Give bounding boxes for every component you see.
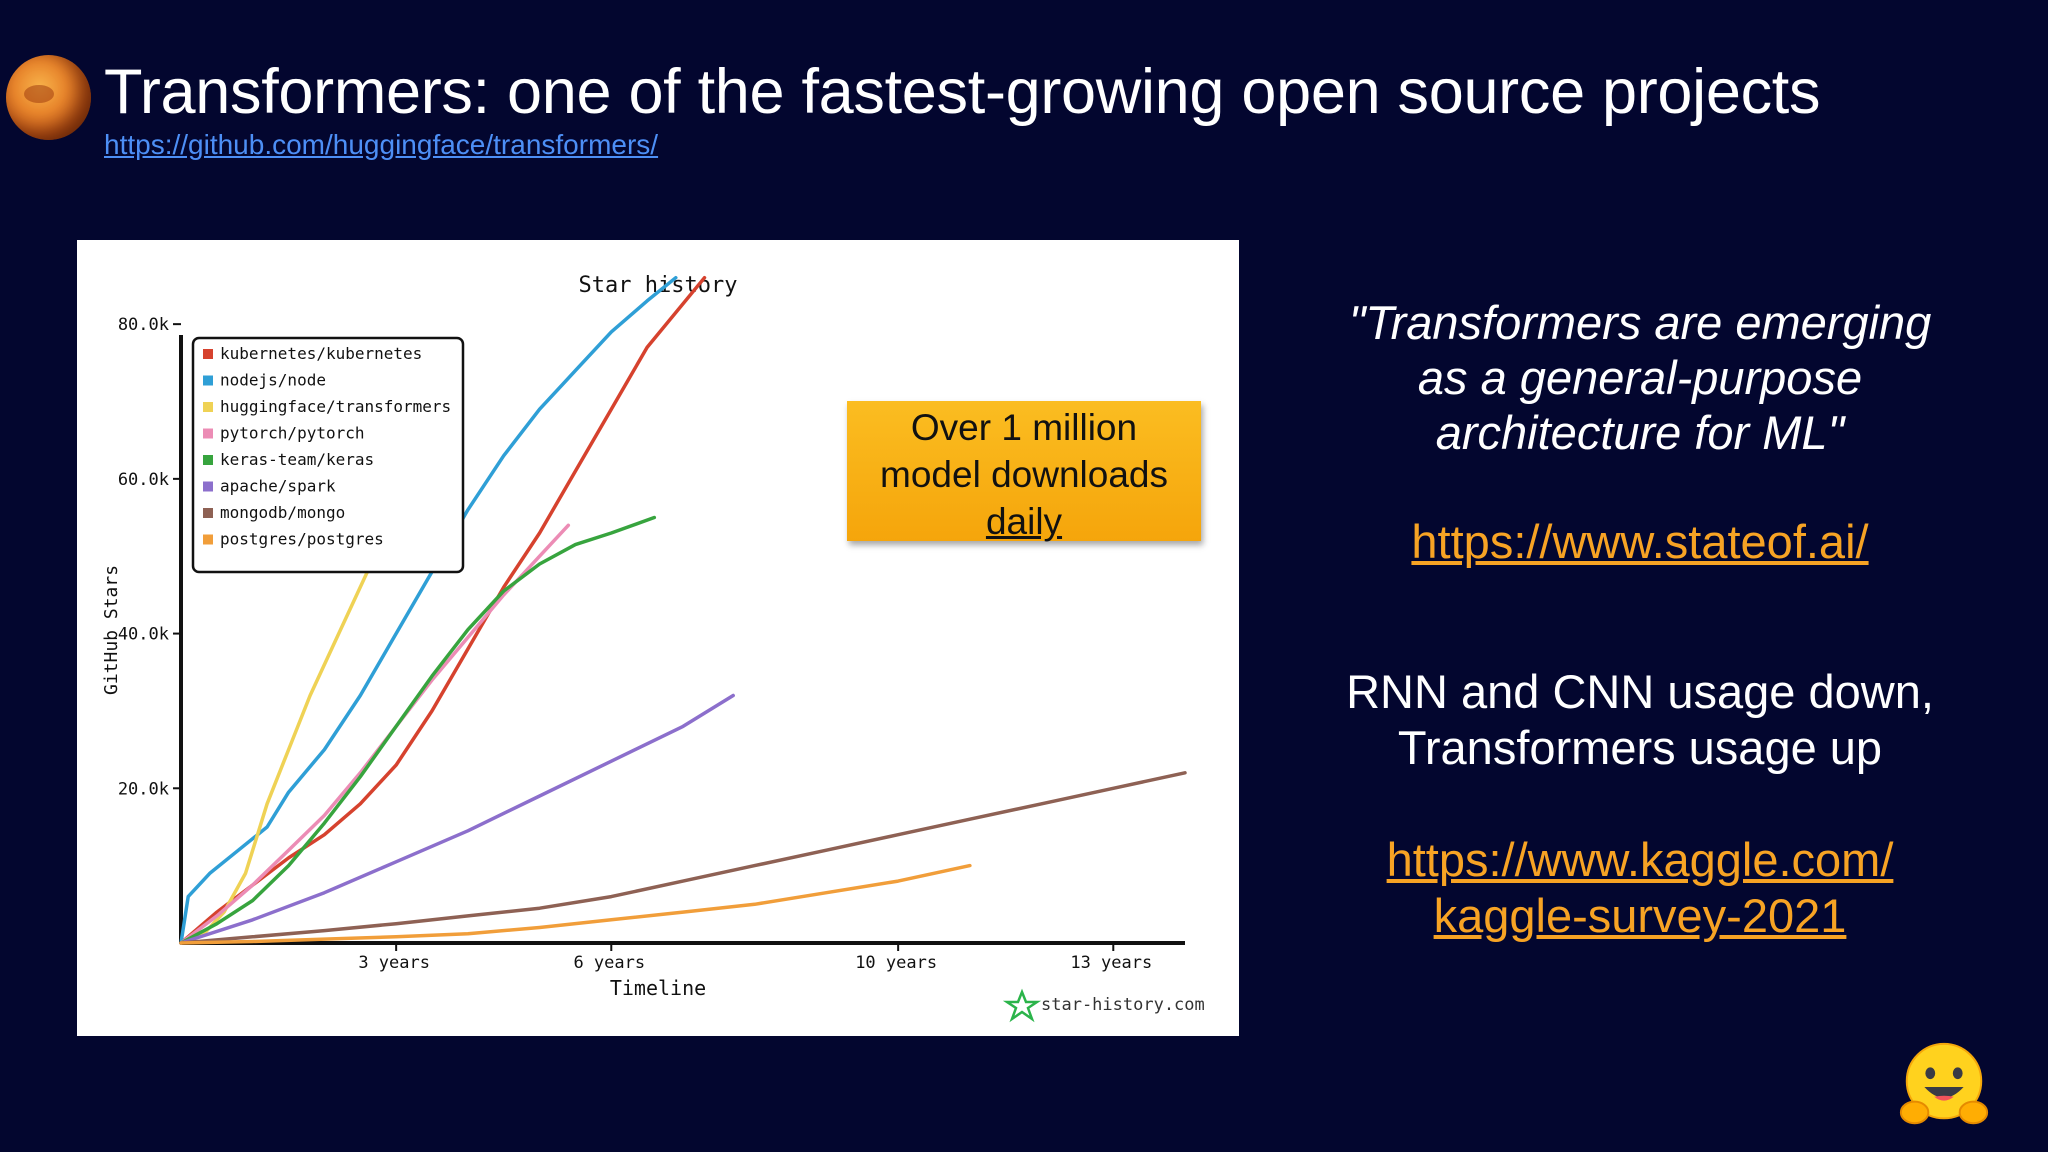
callout-line-2: model downloads <box>880 454 1168 495</box>
legend-label: pytorch/pytorch <box>220 424 365 443</box>
stateof-link[interactable]: https://www.stateof.ai/ <box>1411 515 1869 568</box>
legend-box <box>191 336 465 574</box>
legend-swatch <box>203 455 213 465</box>
stateof-link-wrap: https://www.stateof.ai/ <box>1270 514 2010 570</box>
series-line <box>179 515 657 945</box>
series-line <box>179 771 1187 945</box>
legend-swatch <box>203 428 213 439</box>
star-icon <box>1002 988 1042 1023</box>
callout-line-3[interactable]: daily <box>985 501 1063 542</box>
usage-block: RNN and CNN usage down, Transformers usa… <box>1270 664 2010 776</box>
kaggle-link-line-1[interactable]: https://www.kaggle.com/ <box>1386 833 1894 886</box>
legend-swatch <box>203 375 213 386</box>
quote-line-1: "Transformers are emerging <box>1348 296 1932 349</box>
legend-label: nodejs/node <box>220 371 326 390</box>
chart-watermark: star-history.com <box>1041 995 1205 1015</box>
downloads-callout: Over 1 million model downloads daily <box>847 401 1201 542</box>
usage-line-2: Transformers usage up <box>1397 721 1883 774</box>
legend-label: postgres/postgres <box>220 530 384 549</box>
series-line <box>179 275 678 945</box>
slide-title: Transformers: one of the fastest-growing… <box>104 57 1821 127</box>
star-history-chart: Star history Timeline GitHub Stars 3 yea… <box>77 240 1239 1036</box>
kaggle-link[interactable]: https://www.kaggle.com/ kaggle-survey-20… <box>1270 832 2010 944</box>
hugging-face-emoji-icon <box>1899 1042 1989 1125</box>
x-tick-label: 10 years <box>855 953 937 973</box>
callout-line-1: Over 1 million <box>910 407 1138 448</box>
legend-label: apache/spark <box>220 477 336 496</box>
legend-swatch <box>203 349 213 359</box>
legend-label: mongodb/mongo <box>220 503 345 522</box>
x-tick-label: 13 years <box>1070 953 1152 973</box>
series-line <box>179 693 735 945</box>
y-tick-label: 40.0k <box>118 625 169 645</box>
series-line <box>179 275 707 945</box>
chart-y-label: GitHub Stars <box>101 565 122 695</box>
y-tick-label: 60.0k <box>118 470 169 490</box>
y-tick-label: 80.0k <box>118 315 169 335</box>
kaggle-link-wrap: https://www.kaggle.com/ kaggle-survey-20… <box>1270 832 2010 944</box>
planet-icon <box>6 55 91 140</box>
legend-swatch <box>203 534 213 545</box>
usage-line-1: RNN and CNN usage down, <box>1346 665 1934 718</box>
x-tick-label: 6 years <box>573 953 645 973</box>
legend-label: huggingface/transformers <box>220 397 451 416</box>
kaggle-link-line-2[interactable]: kaggle-survey-2021 <box>1433 889 1847 942</box>
legend-swatch <box>203 481 213 492</box>
quote-block: "Transformers are emerging as a general-… <box>1270 295 2010 460</box>
quote-line-2: as a general-purpose <box>1417 351 1863 404</box>
legend-swatch <box>203 508 213 518</box>
quote-line-3: architecture for ML" <box>1435 406 1845 459</box>
series-line <box>179 863 972 945</box>
chart-x-label: Timeline <box>610 976 706 1000</box>
legend-label: kubernetes/kubernetes <box>220 344 422 363</box>
legend-label: keras-team/keras <box>220 450 374 469</box>
legend-swatch <box>203 402 213 412</box>
repo-link[interactable]: https://github.com/huggingface/transform… <box>104 129 659 160</box>
chart-svg: Star history Timeline GitHub Stars 3 yea… <box>101 273 1205 1023</box>
y-tick-label: 20.0k <box>118 779 169 799</box>
x-tick-label: 3 years <box>358 953 430 973</box>
